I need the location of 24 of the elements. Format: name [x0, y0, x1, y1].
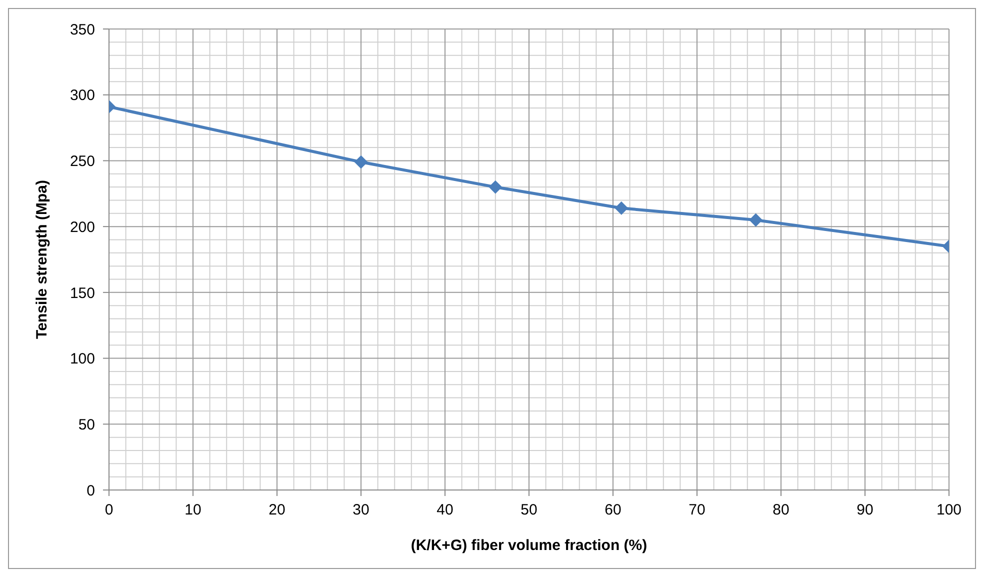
x-tick-label: 30 [352, 502, 370, 519]
y-axis-title: Tensile strength (Mpa) [33, 180, 50, 339]
point [614, 202, 628, 215]
y-tick-label: 50 [78, 416, 95, 434]
point [354, 156, 368, 169]
x-axis-title: (K/K+G) fiber volume fraction (%) [410, 537, 648, 554]
x-tick-label: 50 [520, 502, 538, 519]
y-tick-label: 100 [70, 350, 95, 368]
x-tick-label: 20 [268, 502, 286, 519]
y-tick-label: 350 [70, 21, 95, 38]
y-tick-label: 150 [70, 284, 95, 302]
y-tick-label: 200 [70, 218, 95, 236]
y-tick-label: 250 [70, 153, 95, 170]
x-tick-label: 70 [688, 502, 706, 519]
x-tick-label: 0 [104, 502, 114, 519]
y-tick-label: 300 [70, 87, 95, 104]
point [488, 180, 502, 194]
x-tick-label: 90 [856, 502, 874, 519]
x-tick-label: 60 [604, 502, 622, 519]
y-tick-label: 0 [86, 482, 95, 500]
x-tick-label: 80 [772, 502, 790, 519]
x-tick-label: 10 [184, 502, 202, 519]
x-tick-label: 100 [936, 502, 962, 519]
x-tick-label: 40 [436, 502, 454, 519]
